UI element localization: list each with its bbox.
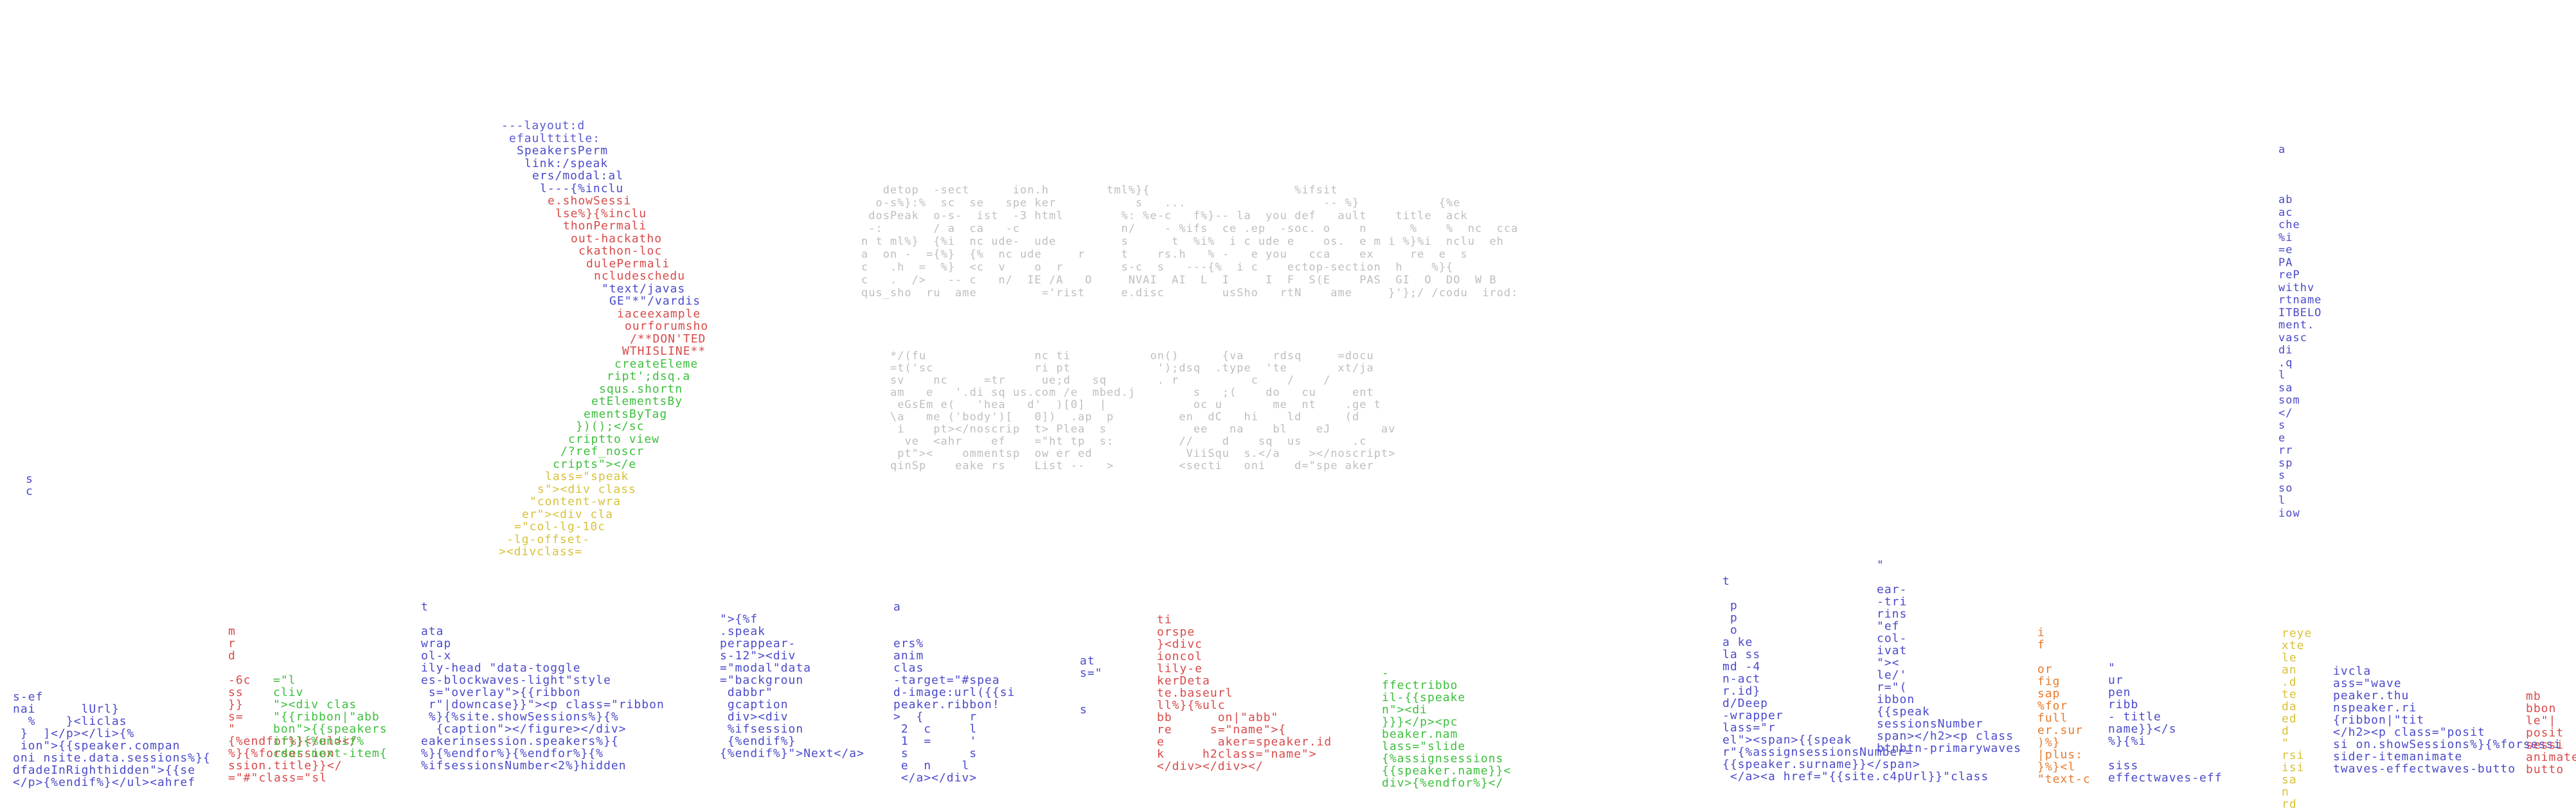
footer-col-5: ">{%f .speak perappear- s-12"><div ="mod… <box>720 612 864 760</box>
diagonal-code-line: out-hackatho <box>571 231 663 245</box>
diagonal-code-line: ckathon-loc <box>578 244 663 258</box>
diagonal-code-line: link:/speak <box>524 156 609 170</box>
diagonal-code-line: ript';dsq.a <box>607 370 691 383</box>
diagonal-code-line: })();</sc <box>576 420 645 433</box>
diagonal-code-line: createEleme <box>614 357 699 371</box>
diagonal-code-line: ><divclass= <box>499 545 583 558</box>
diagonal-code-line: ementsByTag <box>584 407 668 421</box>
diagonal-code-line: ncludeschedu <box>594 269 686 283</box>
footer-col-1: s-ef nai lUrl} % }<liclas } ]</p></li>{%… <box>13 690 211 789</box>
diagonal-code-line: /?ref_noscr <box>560 445 645 458</box>
diagonal-code-line: efaulttitle: <box>509 131 601 145</box>
footer-col-6: a ers% anim clas -target="#spea d-image:… <box>893 600 1015 785</box>
diagonal-code-line: er"><div cla <box>522 507 614 521</box>
code-block-top: detop -sect ion.h tml%}{ %ifsit o-s%}:% … <box>861 184 1519 299</box>
diagonal-code-line: lse%}{%inclu <box>555 206 647 220</box>
footer-col-11: " ear- -tri rins "ef col- ivat ">< le/' … <box>1877 558 2021 755</box>
footer-col-7: at s=" s <box>1080 654 1103 717</box>
right-code-column: a ab ac che %i =e PA reP withv rtname IT… <box>2278 143 2322 520</box>
diagonal-code-line: GE"*"/vardis <box>609 294 701 308</box>
footer-col-4: t ata wrap ol-x ily-head "data-toggle es… <box>421 600 665 772</box>
diagonal-code-line: WTHISLINE** <box>622 344 706 358</box>
ascii-art-canvas: s c ---layout:d efaulttitle: SpeakersPerm l… <box>13 119 2576 810</box>
left-letters: s c <box>26 472 33 498</box>
footer-col-3: ="l cliv "><div clas "{{ribbon|"abb bon"… <box>273 673 388 760</box>
footer-col-8: ti orspe }<divc ioncol lily-e kerDeta te… <box>1157 613 1332 773</box>
diagonal-code-line: /**DON'TED <box>630 332 706 346</box>
footer-col-14: reye xte le an .d te da ed d " rsi isi s… <box>2282 627 2312 811</box>
code-block-bottom: */(fu nc ti on() {va rdsq =docu =t('sc r… <box>890 350 1396 472</box>
diagonal-code-line: "content-wra <box>530 495 622 508</box>
footer-col-16: mb bbon le"| posit sessi animate butto <box>2526 690 2576 776</box>
footer-col-13: " ur pen ribb - title name}}</s %}{%i si… <box>2108 661 2223 785</box>
diagonal-code-line: SpeakersPerm <box>517 144 609 157</box>
diagonal-code-line: thonPermali <box>563 219 647 233</box>
footer-col-10: t p p o a ke la ss md -4 n-act r.id} d/D… <box>1722 575 1989 783</box>
footer-col-2: m r d -6c ss }} s= " {%endfor%}</ul></ %… <box>228 625 358 785</box>
footer-col-9: - ffectribbo il-{{speake n"><di }}}</p><… <box>1382 666 1512 790</box>
diagonal-code-line: ourforumsho <box>625 319 709 333</box>
diagonal-code-line: "text/javas <box>602 281 686 296</box>
diagonal-code-line: criptto view <box>568 432 660 446</box>
diagonal-code-line: s"><div class <box>537 482 636 496</box>
diagonal-code-line: ---layout:d <box>501 119 586 132</box>
diagonal-code-line: iaceexample <box>617 307 701 321</box>
diagonal-code-line: squs.shortn <box>599 382 683 396</box>
diagonal-code-line: etElementsBy <box>591 395 683 408</box>
diagonal-code-line: dulePermali <box>586 256 670 271</box>
diagonal-code-line: ="col-lg-10c <box>514 520 606 533</box>
diagonal-code-line: e.showSessi <box>548 194 632 208</box>
diagonal-code-line: cripts"></e <box>553 457 637 471</box>
diagonal-code-line: -lg-offset- <box>506 532 591 546</box>
footer-col-15: ivcla ass="wave peaker.thu nspeaker.ri {… <box>2333 664 2562 776</box>
diagonal-code-line: ers/modal:al <box>532 169 624 183</box>
footer-col-12: i f or fig sap %for full er.sur )%} |plu… <box>2037 626 2091 786</box>
diagonal-code-line: l---{%inclu <box>540 181 624 195</box>
diagonal-code-line: lass="speak <box>545 470 629 483</box>
